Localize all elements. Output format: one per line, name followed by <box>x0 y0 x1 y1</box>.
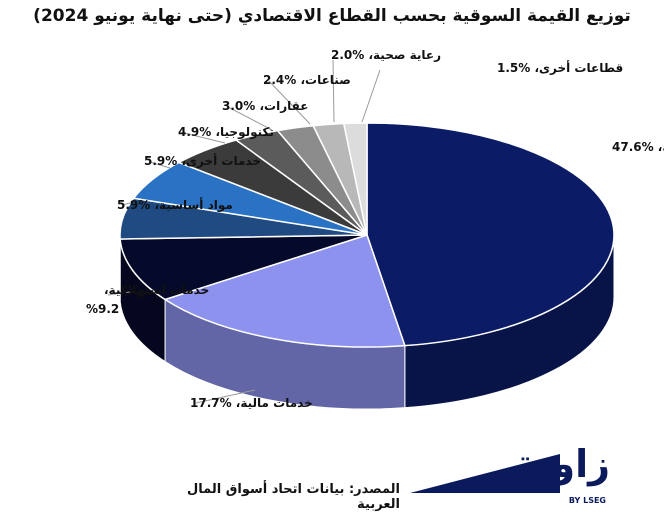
slice-label-9: قطاعات أخرى، %1.5 <box>497 60 623 75</box>
logo-sub: BY LSEG <box>568 496 606 505</box>
slice-label-5: تكنولوجيا، %4.9 <box>178 125 274 140</box>
leader-line-3 <box>121 202 131 206</box>
leader-line-9 <box>361 69 381 123</box>
slice-label-4: خدمات أخرى، %5.9 <box>144 153 261 168</box>
slice-label-2: %9.2 <box>86 302 119 316</box>
slice-label-3: مواد أساسية، %5.9 <box>117 197 233 213</box>
pie-slice-0 <box>366 122 615 347</box>
slice-label-8: رعاية صحية، %2.0 <box>331 48 441 62</box>
pie-slices <box>119 122 615 348</box>
leader-line-4 <box>149 161 171 169</box>
leader-line-7 <box>268 80 311 125</box>
logo-word: زاوية <box>514 442 611 486</box>
leader-line-1 <box>195 389 256 404</box>
pie-slice-2 <box>119 234 368 301</box>
chart-title: توزيع القيمة السوقية بحسب القطاع الاقتصا… <box>33 6 631 26</box>
label-leader-lines <box>107 59 381 404</box>
slice-labels: طاقة، %47.6 خدمات مالية، %17.7 خدمات استهل… <box>86 48 664 410</box>
logo-swoosh <box>410 454 560 493</box>
leader-line-2 <box>107 291 131 296</box>
leader-line-8 <box>332 59 335 123</box>
brand-logo: زاوية BY LSEG <box>410 440 664 520</box>
pie-slice-1 <box>163 234 406 348</box>
slice-label-2: خدمات استهلاكية، <box>104 283 209 297</box>
leader-line-6 <box>227 106 273 131</box>
slice-label-7: صناعات، %2.4 <box>263 73 351 87</box>
source-note: المصدر: بيانات اتحاد أسواق المال العربية <box>187 482 400 512</box>
pie-slice-9 <box>342 122 368 236</box>
leader-line-5 <box>183 132 226 144</box>
slice-label-6: عقارات، %3.0 <box>222 99 308 113</box>
slice-label-1: خدمات مالية، %17.7 <box>190 396 313 410</box>
slice-label-0: طاقة، %47.6 <box>612 140 664 154</box>
